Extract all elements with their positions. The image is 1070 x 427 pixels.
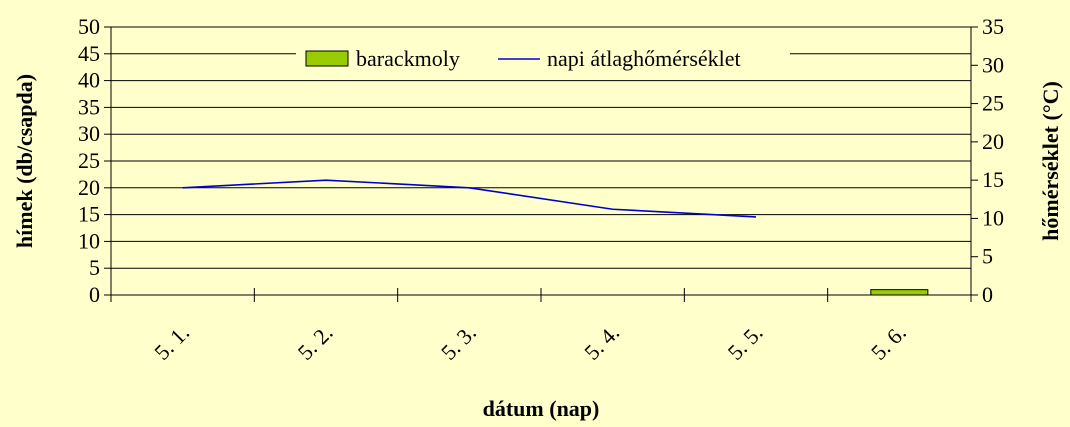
- y-right-tick-label: 35: [982, 14, 1004, 39]
- bar: [870, 289, 929, 296]
- y-right-tick-label: 0: [982, 282, 993, 307]
- x-tick-label: 5. 6.: [866, 320, 911, 365]
- y-right-tick-label: 10: [982, 205, 1004, 230]
- bar-series: [870, 289, 929, 296]
- legend-label-line: napi átlaghőmérséklet: [547, 46, 741, 71]
- legend-swatch-bar: [305, 50, 349, 67]
- legend-box: [296, 44, 790, 74]
- y-left-axis-title: hímek (db/csapda): [12, 74, 37, 248]
- y-left-tick-label: 30: [78, 121, 100, 146]
- y-right-axis-title: hőmérséklet (°C): [1038, 81, 1063, 241]
- y-left-tick-label: 35: [78, 94, 100, 119]
- y-right-tick-label: 15: [982, 167, 1004, 192]
- x-tick-label: 5. 4.: [579, 320, 624, 365]
- x-tick-label: 5. 3.: [436, 320, 481, 365]
- y-right-tick-label: 5: [982, 244, 993, 269]
- y-left-tick-label: 10: [78, 228, 100, 253]
- y-right-tick-label: 20: [982, 129, 1004, 154]
- y-left-tick-label: 0: [89, 282, 100, 307]
- y-left-tick-label: 50: [78, 14, 100, 39]
- x-tick-label: 5. 5.: [723, 320, 768, 365]
- legend-label-bar: barackmoly: [356, 46, 460, 71]
- y-right-tick-label: 30: [982, 52, 1004, 77]
- line-series: [182, 179, 757, 218]
- y-left-tick-label: 45: [78, 41, 100, 66]
- y-left-tick-label: 20: [78, 175, 100, 200]
- axis-titles: dátum (nap) hímek (db/csapda) hőmérséklet …: [12, 74, 1063, 421]
- y-left-tick-label: 25: [78, 148, 100, 173]
- temperature-line: [182, 179, 757, 218]
- x-tick-label: 5. 1.: [149, 320, 194, 365]
- x-tick-label: 5. 2.: [293, 320, 338, 365]
- y-left-tick-label: 15: [78, 202, 100, 227]
- y-left-tick-label: 40: [78, 68, 100, 93]
- gridlines: [111, 26, 971, 269]
- y-left-tick-label: 5: [89, 255, 100, 280]
- legend: barackmoly napi átlaghőmérséklet: [296, 44, 790, 74]
- x-axis-title: dátum (nap): [483, 396, 600, 421]
- y-right-tick-label: 25: [982, 91, 1004, 116]
